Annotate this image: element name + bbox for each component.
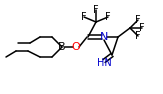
Text: F: F <box>105 12 111 22</box>
Text: F: F <box>93 5 99 15</box>
Text: F: F <box>139 23 145 33</box>
Text: B: B <box>58 42 66 52</box>
Text: HN: HN <box>97 58 111 68</box>
Text: N: N <box>100 32 108 42</box>
Text: F: F <box>135 15 141 25</box>
Text: O: O <box>72 42 80 52</box>
Text: F: F <box>135 31 141 41</box>
Text: F: F <box>81 12 87 22</box>
